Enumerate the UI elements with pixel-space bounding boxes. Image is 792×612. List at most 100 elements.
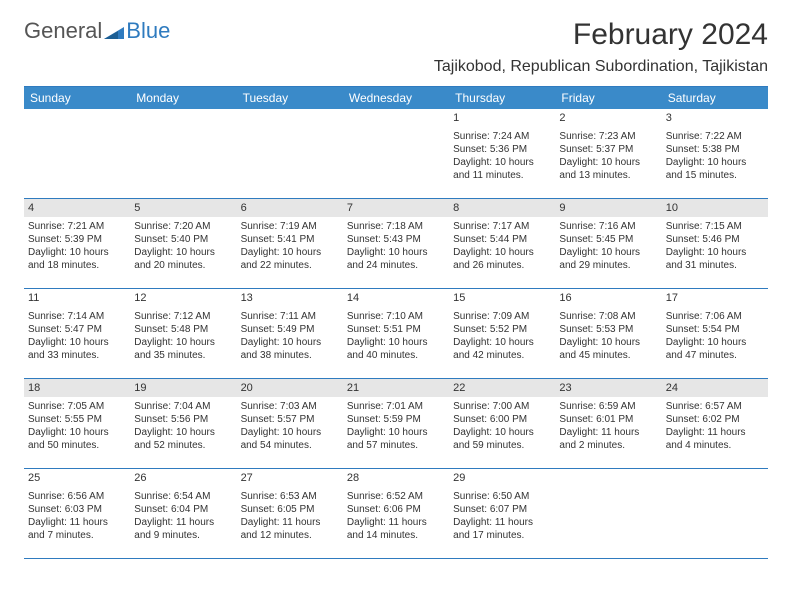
sunset-line: Sunset: 5:46 PM [666, 233, 764, 246]
calendar-cell: 2Sunrise: 7:23 AMSunset: 5:37 PMDaylight… [555, 109, 661, 199]
daylight-line: Daylight: 11 hours and 17 minutes. [453, 516, 551, 542]
sunrise-line: Sunrise: 7:17 AM [453, 220, 551, 233]
calendar-cell: 28Sunrise: 6:52 AMSunset: 6:06 PMDayligh… [343, 469, 449, 559]
sunset-line: Sunset: 5:38 PM [666, 143, 764, 156]
day-number: 8 [449, 199, 555, 217]
calendar-cell: 3 Sunrise: 7:22 AMSunset: 5:38 PMDaylight… [662, 109, 768, 199]
day-number: 24 [662, 379, 768, 397]
day-number-blank [343, 109, 449, 127]
calendar-grid: SundayMondayTuesdayWednesdayThursdayFrid… [24, 86, 768, 559]
daylight-line: Daylight: 10 hours and 29 minutes. [559, 246, 657, 272]
daylight-line: Daylight: 10 hours and 13 minutes. [559, 156, 657, 182]
day-number: 17 [662, 289, 768, 307]
calendar-cell: 18 Sunrise: 7:05 AMSunset: 5:55 PMDayligh… [24, 379, 130, 469]
location-subtitle: Tajikobod, Republican Subordination, Taj… [434, 58, 768, 76]
daylight-line: Daylight: 10 hours and 52 minutes. [134, 426, 232, 452]
day-number: 2 [555, 109, 661, 127]
calendar-cell: 29Sunrise: 6:50 AMSunset: 6:07 PMDayligh… [449, 469, 555, 559]
daylight-line: Daylight: 10 hours and 50 minutes. [28, 426, 126, 452]
day-header: Friday [555, 87, 661, 109]
calendar-cell: 9Sunrise: 7:16 AMSunset: 5:45 PMDaylight… [555, 199, 661, 289]
calendar-cell [662, 469, 768, 559]
day-number: 6 [237, 199, 343, 217]
sunset-line: Sunset: 5:57 PM [241, 413, 339, 426]
sunrise-line: Sunrise: 7:08 AM [559, 310, 657, 323]
sunset-line: Sunset: 6:05 PM [241, 503, 339, 516]
day-number: 18 [24, 379, 130, 397]
sunrise-line: Sunrise: 7:16 AM [559, 220, 657, 233]
day-number: 21 [343, 379, 449, 397]
sunrise-line: Sunrise: 7:04 AM [134, 400, 232, 413]
daylight-line: Daylight: 10 hours and 40 minutes. [347, 336, 445, 362]
daylight-line: Daylight: 11 hours and 2 minutes. [559, 426, 657, 452]
title-block: February 2024 Tajikobod, Republican Subo… [434, 18, 768, 82]
sunset-line: Sunset: 5:55 PM [28, 413, 126, 426]
sunrise-line: Sunrise: 7:01 AM [347, 400, 445, 413]
sunset-line: Sunset: 5:43 PM [347, 233, 445, 246]
sunrise-line: Sunrise: 7:05 AM [28, 400, 126, 413]
daylight-line: Daylight: 10 hours and 45 minutes. [559, 336, 657, 362]
sunrise-line: Sunrise: 6:53 AM [241, 490, 339, 503]
sunrise-line: Sunrise: 7:18 AM [347, 220, 445, 233]
sunrise-line: Sunrise: 7:12 AM [134, 310, 232, 323]
calendar-cell: 5 Sunrise: 7:20 AMSunset: 5:40 PMDaylight… [130, 199, 236, 289]
daylight-line: Daylight: 11 hours and 4 minutes. [666, 426, 764, 452]
daylight-line: Daylight: 10 hours and 42 minutes. [453, 336, 551, 362]
sunrise-line: Sunrise: 6:50 AM [453, 490, 551, 503]
sunset-line: Sunset: 6:07 PM [453, 503, 551, 516]
sunrise-line: Sunrise: 7:20 AM [134, 220, 232, 233]
calendar-cell: 14Sunrise: 7:10 AMSunset: 5:51 PMDayligh… [343, 289, 449, 379]
logo-text-blue: Blue [126, 18, 170, 44]
daylight-line: Daylight: 10 hours and 57 minutes. [347, 426, 445, 452]
calendar-cell: 19Sunrise: 7:04 AMSunset: 5:56 PMDayligh… [130, 379, 236, 469]
sunset-line: Sunset: 5:56 PM [134, 413, 232, 426]
sunrise-line: Sunrise: 7:15 AM [666, 220, 764, 233]
daylight-line: Daylight: 10 hours and 31 minutes. [666, 246, 764, 272]
daylight-line: Daylight: 10 hours and 15 minutes. [666, 156, 764, 182]
sunrise-line: Sunrise: 6:56 AM [28, 490, 126, 503]
calendar-cell: 27Sunrise: 6:53 AMSunset: 6:05 PMDayligh… [237, 469, 343, 559]
sunset-line: Sunset: 6:00 PM [453, 413, 551, 426]
logo-text-general: General [24, 18, 102, 44]
sunset-line: Sunset: 6:02 PM [666, 413, 764, 426]
calendar-cell: 1Sunrise: 7:24 AMSunset: 5:36 PMDaylight… [449, 109, 555, 199]
calendar-cell [237, 109, 343, 199]
day-number: 12 [130, 289, 236, 307]
calendar-cell [130, 109, 236, 199]
sunrise-line: Sunrise: 7:19 AM [241, 220, 339, 233]
sunrise-line: Sunrise: 6:57 AM [666, 400, 764, 413]
calendar-cell [24, 109, 130, 199]
day-number: 7 [343, 199, 449, 217]
day-number: 5 [130, 199, 236, 217]
day-number: 28 [343, 469, 449, 487]
day-header: Monday [130, 87, 236, 109]
sunrise-line: Sunrise: 7:22 AM [666, 130, 764, 143]
daylight-line: Daylight: 10 hours and 18 minutes. [28, 246, 126, 272]
sunset-line: Sunset: 5:52 PM [453, 323, 551, 336]
sunrise-line: Sunrise: 6:59 AM [559, 400, 657, 413]
sunrise-line: Sunrise: 7:00 AM [453, 400, 551, 413]
day-number: 22 [449, 379, 555, 397]
sunset-line: Sunset: 6:04 PM [134, 503, 232, 516]
day-number: 25 [24, 469, 130, 487]
calendar-cell: 17Sunrise: 7:06 AMSunset: 5:54 PMDayligh… [662, 289, 768, 379]
day-number: 27 [237, 469, 343, 487]
daylight-line: Daylight: 10 hours and 20 minutes. [134, 246, 232, 272]
calendar-cell: 6Sunrise: 7:19 AMSunset: 5:41 PMDaylight… [237, 199, 343, 289]
sunset-line: Sunset: 5:40 PM [134, 233, 232, 246]
logo-wedge-icon [104, 23, 124, 39]
day-number-blank [662, 469, 768, 487]
daylight-line: Daylight: 10 hours and 47 minutes. [666, 336, 764, 362]
month-title: February 2024 [434, 18, 768, 52]
sunrise-line: Sunrise: 7:23 AM [559, 130, 657, 143]
day-number: 15 [449, 289, 555, 307]
day-number: 3 [662, 109, 768, 127]
daylight-line: Daylight: 10 hours and 35 minutes. [134, 336, 232, 362]
sunrise-line: Sunrise: 7:09 AM [453, 310, 551, 323]
calendar-cell: 7Sunrise: 7:18 AMSunset: 5:43 PMDaylight… [343, 199, 449, 289]
calendar-cell [555, 469, 661, 559]
daylight-line: Daylight: 10 hours and 33 minutes. [28, 336, 126, 362]
calendar-cell: 21Sunrise: 7:01 AMSunset: 5:59 PMDayligh… [343, 379, 449, 469]
sunrise-line: Sunrise: 7:11 AM [241, 310, 339, 323]
sunrise-line: Sunrise: 7:21 AM [28, 220, 126, 233]
